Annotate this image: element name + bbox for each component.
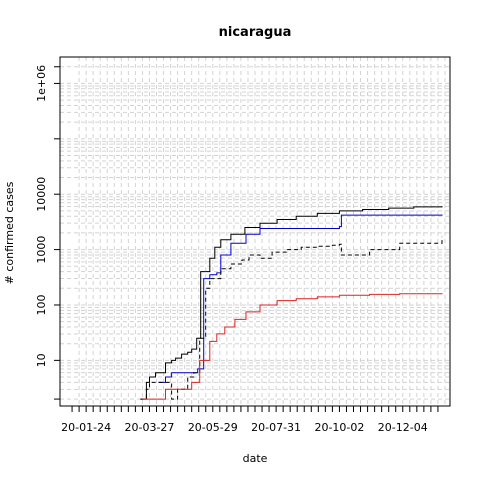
grid xyxy=(60,56,450,406)
x-tick-label: 20-01-24 xyxy=(61,421,111,434)
y-tick-label: 100 xyxy=(35,294,48,315)
y-axis: 10 100 1000 10000 1e+06 xyxy=(35,65,61,400)
x-axis-title: date xyxy=(243,452,268,465)
chart-title: nicaragua xyxy=(219,25,292,40)
series-line-1 xyxy=(140,206,443,400)
x-tick-label: 20-12-04 xyxy=(378,421,428,434)
y-tick-label: 1000 xyxy=(35,236,48,264)
x-tick-label: 20-10-02 xyxy=(314,421,364,434)
y-tick-label: 10 xyxy=(35,353,48,367)
y-axis-title: # confirmed cases xyxy=(3,181,16,284)
series-line-3 xyxy=(140,236,443,400)
series-line-2 xyxy=(158,214,443,383)
x-tick-label: 20-03-27 xyxy=(124,421,174,434)
series-layer xyxy=(140,206,443,400)
x-tick-label: 20-07-31 xyxy=(251,421,301,434)
series-line-4 xyxy=(142,293,443,400)
x-axis: 20-01-24 20-03-27 20-05-29 20-07-31 20-10-02… xyxy=(61,405,439,434)
x-tick-label: 20-05-29 xyxy=(188,421,238,434)
y-tick-label: 10000 xyxy=(35,177,48,212)
y-tick-label: 1e+06 xyxy=(35,65,48,102)
